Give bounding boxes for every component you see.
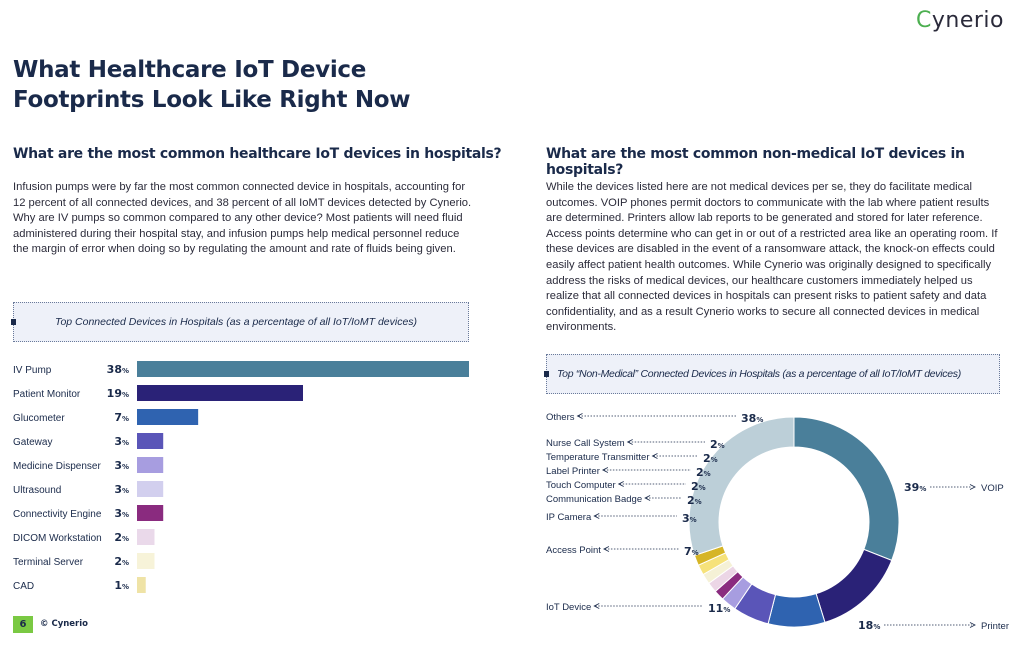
donut-value-label: 2%: [691, 480, 706, 493]
bar-value-label: 3%: [114, 435, 129, 448]
footer-copyright: © Cynerio: [40, 619, 88, 629]
bar-category-label: Terminal Server: [13, 557, 84, 568]
donut-category-label: Nurse Call System: [546, 438, 625, 449]
donut-category-label: VOIP: [981, 483, 1004, 494]
caption-marker: [11, 319, 16, 325]
donut-value-label: 2%: [710, 438, 725, 451]
right-section-heading: What are the most common non-medical IoT…: [546, 146, 965, 178]
donut-category-label: Touch Computer: [546, 480, 616, 491]
bar-category-label: DICOM Workstation: [13, 533, 102, 544]
donut-category-label: Access Point: [546, 545, 601, 556]
bar: [137, 385, 303, 401]
donut-slice: [688, 416, 795, 557]
bar-category-label: Ultrasound: [13, 485, 61, 496]
bar-category-label: IV Pump: [13, 365, 52, 376]
donut-chart: 39% VOIP 18% Printer IoT Device 11% Access Poi…: [546, 412, 1009, 632]
bar-value-label: 1%: [114, 579, 129, 592]
donut-category-label: IoT Device: [546, 602, 591, 613]
donut-value-label: 2%: [696, 466, 711, 479]
donut-slice: [767, 593, 826, 628]
bar: [137, 457, 164, 473]
arrow-icon: [969, 484, 976, 490]
donut-value-label: 11%: [708, 602, 730, 615]
bar: [137, 505, 164, 521]
page-title: What Healthcare IoT Device Footprints Lo…: [13, 57, 411, 113]
donut-value-label: 7%: [684, 545, 699, 558]
bar: [137, 553, 155, 569]
bar-chart-caption: Top Connected Devices in Hospitals (as a…: [11, 302, 469, 342]
donut-slice: [815, 548, 893, 623]
bar: [137, 577, 146, 593]
donut-category-label: Others: [546, 412, 575, 423]
arrow-icon: [593, 513, 600, 519]
arrow-icon: [626, 439, 633, 445]
bar-value-label: 3%: [114, 507, 129, 520]
bar: [137, 529, 155, 545]
donut-chart-caption: Top “Non-Medical” Connected Devices in H…: [544, 354, 1000, 394]
bar-value-label: 3%: [114, 459, 129, 472]
donut-category-label: Printer: [981, 621, 1009, 632]
bar-value-label: 19%: [107, 387, 129, 400]
donut-value-label: 38%: [741, 412, 763, 425]
bar-chart: IV Pump 38% Patient Monitor 19% Glucometer 7%…: [13, 361, 469, 593]
caption-marker: [544, 371, 549, 377]
bar: [137, 481, 164, 497]
bar-value-label: 2%: [114, 555, 129, 568]
left-section-heading: What are the most common healthcare IoT …: [13, 146, 502, 162]
bar-value-label: 3%: [114, 483, 129, 496]
bar-category-label: Patient Monitor: [13, 389, 81, 400]
donut-chart-title: Top “Non-Medical” Connected Devices in H…: [557, 368, 961, 380]
donut-slice: [793, 416, 900, 562]
bar: [137, 433, 164, 449]
arrow-icon: [603, 546, 610, 552]
arrow-icon: [576, 413, 583, 419]
donut-value-label: 2%: [687, 494, 702, 507]
bar-category-label: Medicine Dispenser: [13, 461, 101, 472]
arrow-icon: [969, 622, 976, 628]
bar-category-label: Gateway: [13, 437, 52, 448]
donut-value-label: 39%: [904, 481, 926, 494]
arrow-icon: [617, 481, 624, 487]
bar: [137, 409, 199, 425]
cynerio-logo: Cynerio: [916, 8, 1004, 33]
right-paragraph: While the devices listed here are not me…: [546, 181, 998, 334]
bar-value-label: 38%: [107, 363, 129, 376]
bar-category-label: Connectivity Engine: [13, 509, 102, 520]
bar-chart-title: Top Connected Devices in Hospitals (as a…: [55, 316, 418, 328]
donut-category-label: Temperature Transmitter: [546, 452, 649, 463]
arrow-icon: [593, 603, 600, 609]
left-paragraph: Infusion pumps were by far the most comm…: [13, 181, 472, 256]
bar-category-label: Glucometer: [13, 413, 65, 424]
donut-category-label: IP Camera: [546, 512, 592, 523]
bar-value-label: 2%: [114, 531, 129, 544]
arrow-icon: [644, 495, 651, 501]
bar-value-label: 7%: [114, 411, 129, 424]
donut-value-label: 2%: [703, 452, 718, 465]
bar-category-label: CAD: [13, 581, 34, 592]
bar: [137, 361, 469, 377]
donut-category-label: Label Printer: [546, 466, 600, 477]
donut-category-label: Communication Badge: [546, 494, 642, 505]
page-number: 6: [13, 616, 33, 633]
donut-value-label: 3%: [682, 512, 697, 525]
arrow-icon: [651, 453, 658, 459]
arrow-icon: [601, 467, 609, 473]
donut-value-label: 18%: [858, 619, 880, 632]
